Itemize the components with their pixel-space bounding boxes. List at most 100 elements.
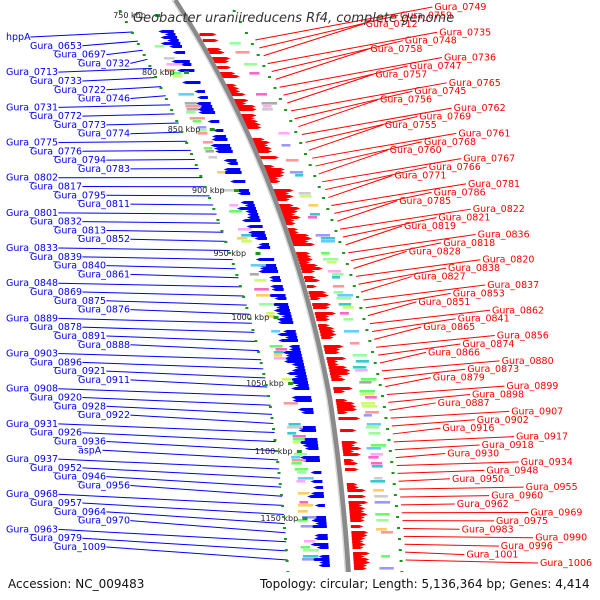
forward-gene-arrow — [244, 123, 261, 126]
cog-feature-box — [235, 51, 250, 54]
guide-dot — [345, 263, 349, 265]
forward-gene-arrow — [308, 291, 327, 294]
leader-line-right — [308, 124, 383, 151]
reverse-gene-arrow — [223, 168, 241, 171]
leader-line-left — [106, 546, 288, 561]
forward-gene-arrow — [228, 90, 241, 93]
leader-line-right — [397, 469, 485, 474]
leader-line-right — [381, 360, 500, 372]
reverse-gene-arrow — [198, 111, 216, 114]
cog-feature-box — [229, 210, 243, 213]
forward-gene-arrow — [298, 258, 313, 261]
gene-label-left: Gura_0896 — [30, 357, 82, 368]
cog-feature-box — [370, 462, 383, 465]
reverse-gene-arrow — [291, 396, 312, 399]
cog-feature-box — [243, 63, 257, 66]
reverse-gene-arrow — [269, 276, 280, 279]
gene-label-left: Gura_0979 — [30, 533, 82, 544]
cog-feature-box — [368, 456, 379, 459]
leader-line-right — [334, 191, 432, 214]
gene-label-left: Gura_0713 — [6, 67, 58, 78]
leader-line-left — [82, 326, 255, 333]
kbp-tick-label: 1150 kbp — [260, 514, 298, 523]
forward-gene-arrow — [338, 417, 361, 420]
leader-line-left — [58, 317, 252, 324]
cog-feature-box — [296, 519, 308, 522]
cog-feature-box — [197, 126, 207, 129]
guide-dot — [352, 285, 356, 287]
reverse-gene-arrow — [195, 102, 211, 105]
guide-dot — [330, 219, 334, 221]
leader-line-right — [350, 242, 442, 262]
forward-gene-arrow — [256, 150, 273, 153]
leader-line-left — [58, 423, 275, 434]
leader-line-right — [398, 478, 451, 482]
leader-line-right — [385, 377, 431, 388]
cog-feature-box — [323, 258, 339, 261]
reverse-gene-arrow — [182, 81, 201, 84]
reverse-gene-arrow — [160, 36, 178, 39]
cog-feature-box — [344, 330, 360, 333]
reverse-gene-arrow — [277, 318, 293, 321]
gene-label-left: Gura_0817 — [30, 181, 82, 192]
forward-gene-arrow — [345, 468, 359, 471]
forward-gene-arrow — [301, 267, 323, 270]
leader-line-left — [106, 300, 247, 306]
leader-line-right — [376, 335, 495, 348]
forward-gene-arrow — [318, 324, 330, 327]
guide-dot — [398, 549, 402, 551]
gene-label-left: Gura_0833 — [6, 243, 58, 254]
footer-background — [0, 572, 600, 600]
gene-label-left: Gura_0946 — [54, 472, 106, 483]
cog-feature-box — [375, 528, 387, 531]
leader-line-left — [58, 104, 171, 108]
forward-gene-arrow — [326, 357, 347, 360]
reverse-gene-arrow — [223, 159, 237, 162]
gene-label-left: Gura_0878 — [30, 322, 82, 333]
guide-dot — [289, 120, 293, 122]
reverse-gene-arrow — [215, 150, 233, 153]
gene-label-right: Gura_0862 — [492, 305, 544, 316]
gene-label-right: Gura_0879 — [433, 373, 485, 384]
cog-feature-box — [258, 303, 274, 306]
gene-label-right: Gura_0975 — [496, 516, 548, 527]
leader-line-right — [345, 225, 403, 246]
forward-gene-arrow — [284, 219, 295, 222]
guide-dot — [376, 373, 380, 375]
guide-dot — [259, 362, 263, 364]
cog-feature-box — [321, 252, 330, 255]
forward-gene-arrow — [213, 60, 230, 63]
gene-label-right: Gura_0822 — [473, 204, 525, 215]
gene-label-left: Gura_0922 — [78, 410, 130, 421]
gene-label-right: Gura_0749 — [434, 2, 486, 13]
gene-label-left: Gura_0653 — [30, 41, 82, 52]
guide-dot — [382, 406, 386, 408]
forward-gene-arrow — [342, 450, 355, 453]
gene-label-left: Gura_0746 — [78, 94, 130, 105]
guide-dot — [244, 32, 248, 34]
guide-dot — [313, 175, 317, 177]
guide-dot — [216, 219, 220, 221]
guide-dot — [268, 406, 272, 408]
gene-label-right: Gura_0898 — [472, 390, 524, 401]
gene-label-right: Gura_0990 — [535, 533, 587, 544]
reverse-gene-arrow — [289, 378, 308, 381]
gene-label-right: Gura_0841 — [458, 314, 510, 325]
reverse-gene-arrow — [292, 399, 312, 402]
guide-dot — [203, 186, 207, 188]
forward-gene-arrow — [300, 264, 319, 267]
cog-feature-box — [352, 366, 367, 369]
reverse-gene-arrow — [298, 429, 317, 432]
gene-label-right: Gura_0853 — [453, 288, 505, 299]
guide-dot — [391, 472, 395, 474]
guide-dot — [262, 65, 266, 67]
gene-label-right: Gura_0902 — [477, 415, 529, 426]
forward-gene-arrow — [336, 402, 355, 405]
gene-label-right: Gura_1001 — [466, 550, 518, 561]
leader-line-left — [82, 537, 287, 552]
guide-dot — [199, 175, 203, 177]
gene-label-left: Gura_0861 — [78, 269, 130, 280]
cog-feature-box — [360, 378, 377, 381]
cog-feature-box — [254, 279, 267, 282]
cog-feature-box — [355, 360, 369, 363]
